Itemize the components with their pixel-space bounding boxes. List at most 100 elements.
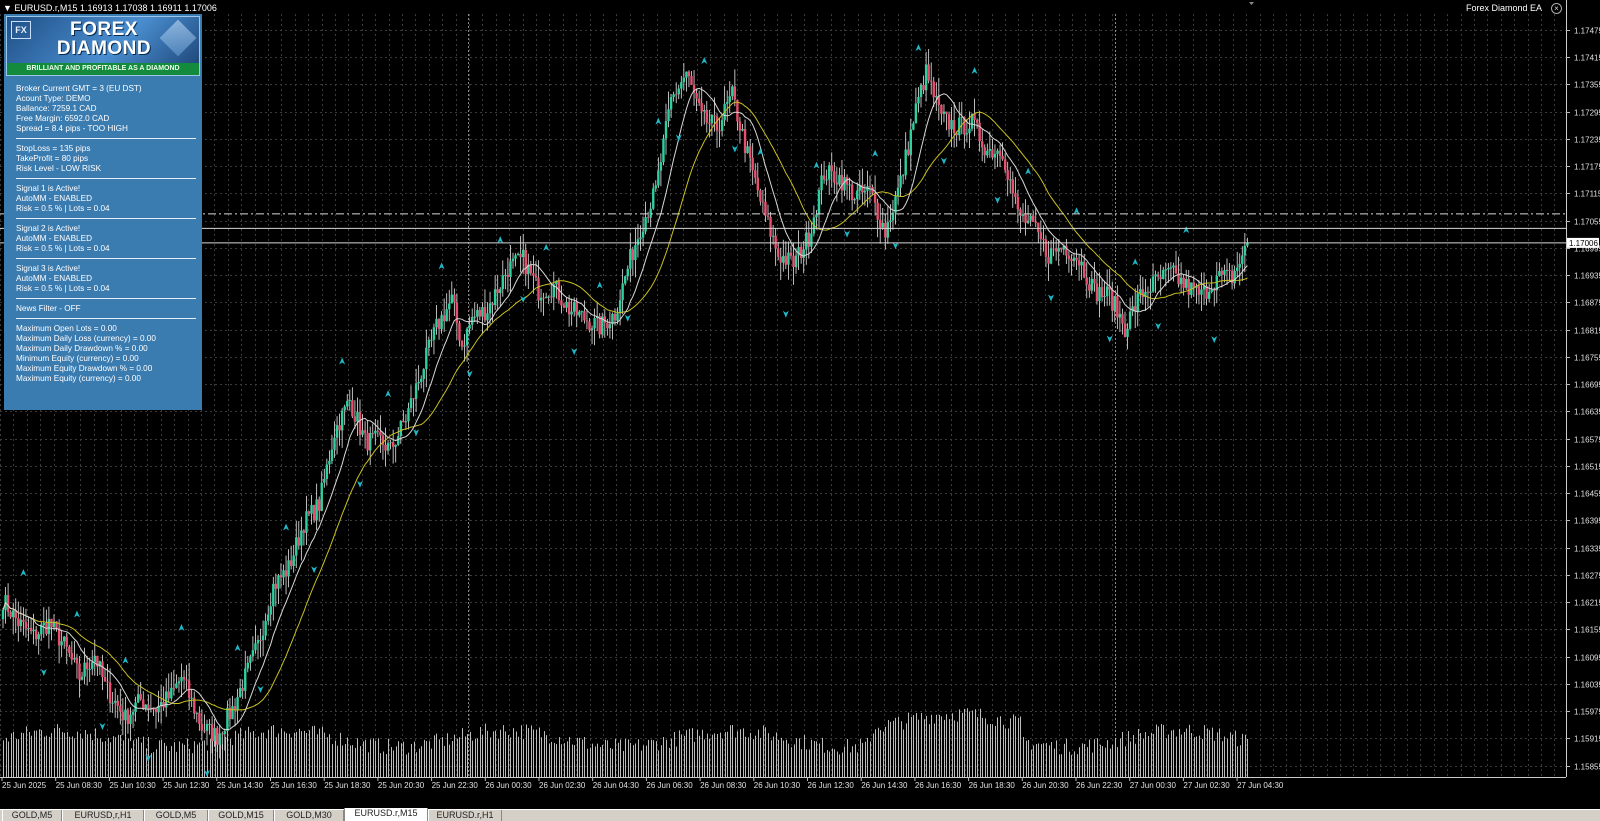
candle-bull xyxy=(292,555,295,566)
panel-stat-line: Risk = 0.5 % | Lots = 0.04 xyxy=(16,284,110,293)
candle-bear xyxy=(550,296,553,298)
candle-bear xyxy=(738,121,742,131)
chart-tab[interactable]: EURUSD,r,H1 xyxy=(62,810,144,821)
signal-arrow-up-icon xyxy=(872,149,879,157)
price-tick-label: 1.15975 xyxy=(1574,708,1600,717)
candle-bear xyxy=(1060,247,1063,250)
candle-bull xyxy=(917,97,920,104)
candle-bear xyxy=(139,694,142,700)
chart-tab[interactable]: EURUSD.r,M15 xyxy=(344,808,428,821)
panel-separator xyxy=(16,318,196,319)
time-tick-label: 26 Jun 22:30 xyxy=(1076,781,1123,790)
candle-bull xyxy=(782,255,785,263)
candle-bull xyxy=(471,317,474,325)
candle-bear xyxy=(391,442,395,447)
candle-bull xyxy=(511,258,515,262)
price-tick-label: 1.17415 xyxy=(1574,54,1600,63)
candle-bear xyxy=(1077,260,1081,266)
candle-bear xyxy=(789,252,793,256)
signal-arrow-down-icon xyxy=(1106,335,1113,343)
candle-bull xyxy=(1162,269,1165,279)
candle-bear xyxy=(1044,239,1048,257)
candle-bull xyxy=(47,618,51,634)
candle-bear xyxy=(358,411,362,435)
candle-bear xyxy=(585,320,589,322)
time-tick-label: 25 Jun 12:30 xyxy=(163,781,210,790)
candle-bear xyxy=(560,300,563,306)
candle-bear xyxy=(1100,287,1104,298)
candle-bull xyxy=(968,128,971,134)
candle-bull xyxy=(1154,274,1157,277)
candle-bull xyxy=(970,113,974,129)
candle-bear xyxy=(937,95,941,105)
candle-bull xyxy=(805,232,808,250)
candle-bear xyxy=(338,425,341,431)
candle-bull xyxy=(52,621,56,628)
candle-bull xyxy=(267,614,270,621)
candle-bear xyxy=(705,109,708,123)
candle-bull xyxy=(685,71,688,78)
candle-bear xyxy=(106,681,109,683)
price-tick-label: 1.17355 xyxy=(1574,81,1600,90)
candle-bear xyxy=(1019,209,1022,216)
candle-bull xyxy=(935,95,938,98)
candle-bear xyxy=(96,655,99,667)
signal-arrows xyxy=(20,44,1218,778)
signal-arrow-up-icon xyxy=(1183,226,1190,234)
price-tick-label: 1.16335 xyxy=(1574,545,1600,554)
candle-bull xyxy=(986,150,989,156)
candle-bull xyxy=(111,702,114,704)
chart-tab[interactable]: GOLD,M5 xyxy=(2,810,62,821)
candle-bull xyxy=(904,149,907,176)
candle-bull xyxy=(988,149,992,151)
candle-bull xyxy=(626,268,629,277)
chart-tab[interactable]: GOLD,M30 xyxy=(274,810,344,821)
collapse-arrow-icon[interactable]: ▼ xyxy=(3,3,15,13)
logo-text-forex: FOREX xyxy=(70,19,138,40)
candle-bear xyxy=(228,707,232,720)
price-tick-label: 1.16455 xyxy=(1574,490,1600,499)
panel-separator xyxy=(16,258,196,259)
candle-bull xyxy=(639,237,642,240)
signal-arrow-up-icon xyxy=(122,656,129,664)
candle-bear xyxy=(588,321,591,331)
candle-bull xyxy=(348,400,351,402)
time-tick-label: 25 Jun 08:30 xyxy=(56,781,103,790)
signal-arrow-down-icon xyxy=(520,295,527,303)
price-tick-label: 1.15855 xyxy=(1574,763,1600,772)
forex-diamond-logo: FX FOREX DIAMOND BRILLIANT AND PROFITABL… xyxy=(6,16,200,76)
candle-bear xyxy=(840,174,844,191)
time-tick-label: 25 Jun 10:30 xyxy=(109,781,156,790)
time-tick-label: 26 Jun 06:30 xyxy=(646,781,693,790)
candle-bull xyxy=(177,681,181,684)
candle-bear xyxy=(1088,284,1091,291)
chart-tab[interactable]: GOLD,M5 xyxy=(144,810,208,821)
candle-bull xyxy=(369,433,372,451)
chart-tab[interactable]: GOLD,M15 xyxy=(208,810,274,821)
candle-bear xyxy=(1182,277,1185,288)
candle-bear xyxy=(733,86,737,100)
candle-bull xyxy=(251,650,255,657)
candle-bear xyxy=(103,677,107,682)
candle-bull xyxy=(409,398,413,409)
candle-bull xyxy=(1225,269,1229,271)
candle-bull xyxy=(73,658,76,660)
candle-bull xyxy=(330,449,334,461)
candle-bear xyxy=(754,170,757,178)
chart-tab[interactable]: EURUSD.r,H1 xyxy=(428,810,502,821)
signal-arrow-up-icon xyxy=(178,624,185,632)
candle-bull xyxy=(641,231,645,238)
panel-stat-line: Ballance: 7259.1 CAD xyxy=(16,104,97,113)
price-tick-label: 1.17055 xyxy=(1574,218,1600,227)
candle-bull xyxy=(1072,257,1076,262)
price-tick-label: 1.16875 xyxy=(1574,299,1600,308)
panel-stat-line: AutoMM - ENABLED xyxy=(16,194,92,203)
ea-close-icon[interactable]: × xyxy=(1551,3,1562,14)
candle-bear xyxy=(613,313,617,321)
candle-bull xyxy=(310,504,313,514)
candle-bull xyxy=(91,662,94,670)
candle-bull xyxy=(527,264,530,275)
candle-bear xyxy=(751,157,754,171)
